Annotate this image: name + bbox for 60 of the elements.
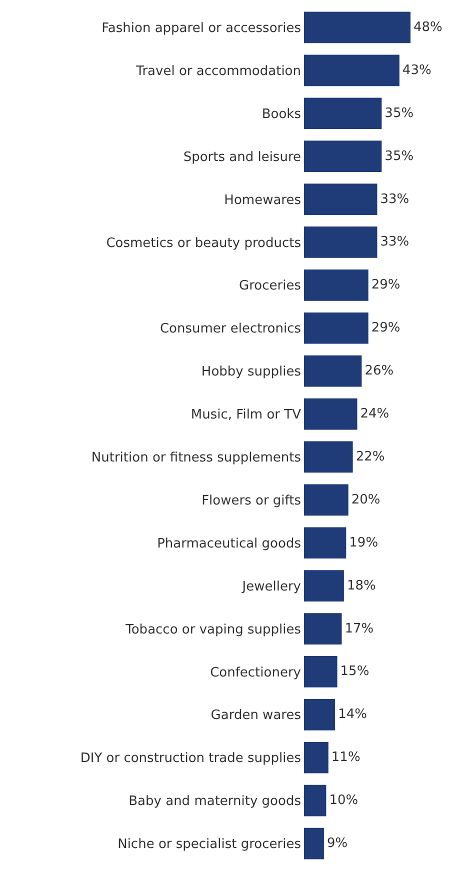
data-label: 33% <box>380 234 410 250</box>
bar <box>304 570 344 602</box>
data-label: 33% <box>380 192 410 207</box>
data-label: 29% <box>371 278 400 293</box>
bar <box>304 226 378 258</box>
data-label: 17% <box>344 621 374 636</box>
bar <box>304 656 338 688</box>
data-label: 26% <box>364 364 394 379</box>
y-tick-label: Homewares <box>224 192 302 208</box>
y-tick-label: Cosmetics or beauty products <box>106 236 302 251</box>
y-tick-label: Travel or accommodation <box>135 64 301 79</box>
bar <box>304 742 328 774</box>
bar <box>304 484 348 516</box>
bar <box>304 355 362 387</box>
bar <box>304 784 326 816</box>
y-tick-label: Confectionery <box>210 665 302 680</box>
y-tick-label: Jewellery <box>241 579 302 594</box>
bar <box>304 441 353 473</box>
y-tick-label: Baby and maternity goods <box>128 794 302 810</box>
data-label: 10% <box>329 793 358 808</box>
y-tick-label: Hobby supplies <box>201 364 302 380</box>
bar <box>304 140 382 172</box>
y-tick-label: Books <box>262 106 302 122</box>
data-label: 18% <box>346 578 376 594</box>
data-label: 11% <box>331 750 360 766</box>
bar <box>304 12 411 44</box>
data-label: 22% <box>356 449 385 464</box>
y-tick-label: Consumer electronics <box>160 322 302 337</box>
y-tick-label: Nutrition or fitness supplements <box>91 450 302 466</box>
data-label: 14% <box>338 707 367 722</box>
data-label: 24% <box>360 406 390 422</box>
data-label: 29% <box>371 320 400 336</box>
bar <box>304 398 358 430</box>
bar <box>304 527 346 559</box>
y-tick-label: Groceries <box>239 278 302 294</box>
bar <box>304 54 400 86</box>
y-tick-label: Sports and leisure <box>183 150 301 165</box>
data-label: 15% <box>340 664 370 680</box>
bar <box>304 98 382 130</box>
data-label: 9% <box>326 836 348 852</box>
y-tick-label: Fashion apparel or accessories <box>102 21 302 36</box>
data-label: 35% <box>384 148 414 164</box>
bar <box>304 312 368 344</box>
y-tick-label: Music, Film or TV <box>190 408 302 423</box>
bar <box>304 828 324 860</box>
data-label: 43% <box>402 62 432 78</box>
data-label: 48% <box>414 20 442 35</box>
y-tick-label: Tobacco or vaping supplies <box>124 622 302 638</box>
y-tick-label: Niche or specialist groceries <box>118 837 302 852</box>
data-label: 19% <box>349 535 378 550</box>
bar <box>304 184 378 215</box>
data-label: 35% <box>384 106 414 121</box>
y-tick-label: Flowers or gifts <box>202 493 302 508</box>
y-tick-label: DIY or construction trade supplies <box>80 751 302 766</box>
data-label: 20% <box>351 492 380 508</box>
y-tick-label: Garden wares <box>210 708 302 724</box>
bar <box>304 699 336 730</box>
bar <box>304 270 368 301</box>
y-tick-label: Pharmaceutical goods <box>157 536 302 552</box>
bar <box>304 613 342 644</box>
